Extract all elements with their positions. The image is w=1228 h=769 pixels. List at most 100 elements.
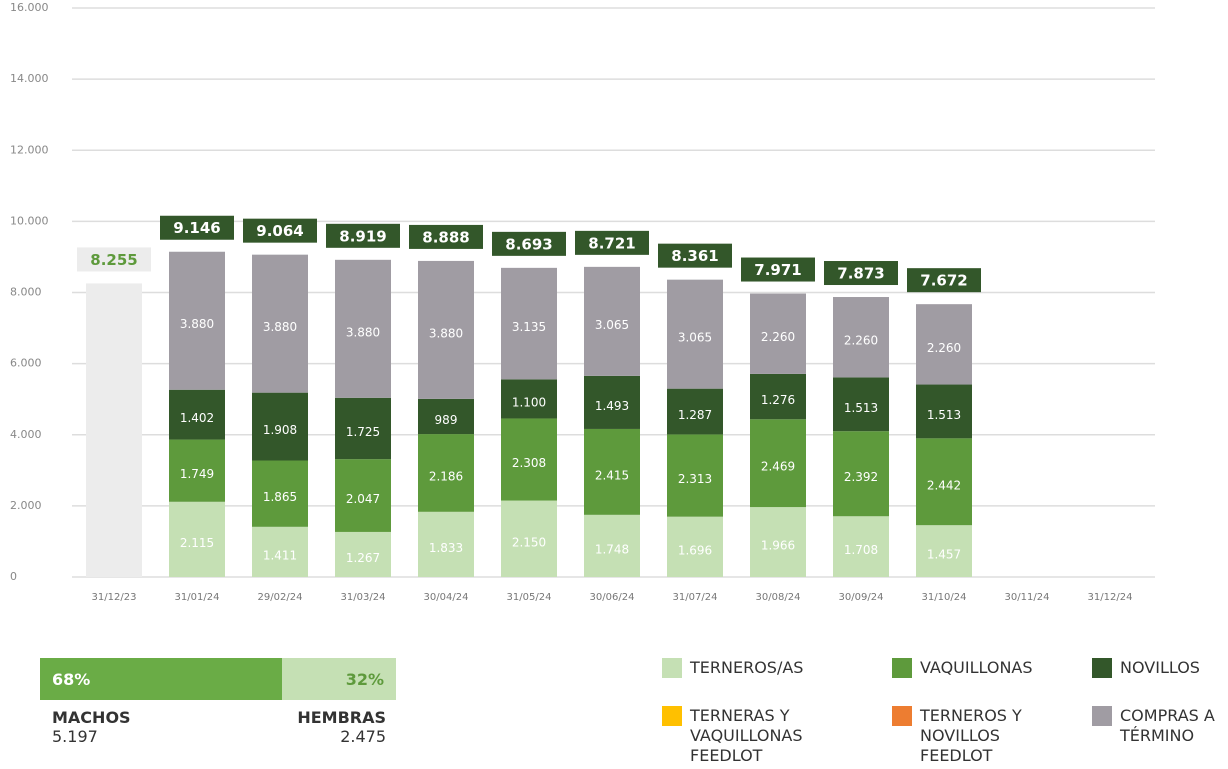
total-label: 8.919 (339, 227, 386, 245)
legend-swatch (892, 658, 912, 678)
bar-segment (501, 267, 557, 380)
label: HEMBRAS (297, 708, 386, 727)
segment-label: 1.287 (678, 408, 712, 422)
segment-label: 3.135 (512, 320, 546, 334)
bar-segment (252, 460, 308, 527)
percent-label: 32% (345, 669, 384, 689)
legend-label: TERNEROS Y NOVILLOS FEEDLOT (920, 706, 1022, 765)
percent-segment: 32% (282, 658, 396, 700)
total-label: 8.721 (588, 234, 635, 252)
bar-segment (169, 251, 225, 390)
chart: 0 2.000 4.000 6.000 8.000 10.000 12.000 14.000 1… (10, 1, 1155, 603)
count: 5.197 (52, 727, 98, 746)
x-tick-label: 30/08/24 (756, 592, 801, 603)
count: 2.475 (340, 727, 386, 746)
bar-segment (833, 516, 889, 577)
total-box (409, 224, 483, 249)
percent-label: 68% (52, 669, 91, 689)
segment-label: 1.457 (927, 548, 961, 562)
legend-item: VAQUILLONAS (892, 658, 1040, 678)
bar-segment (335, 397, 391, 460)
total-label: 8.255 (90, 251, 137, 269)
total-label: 7.873 (837, 265, 884, 283)
bar-segment (252, 392, 308, 461)
bar-segment (584, 375, 640, 429)
sex-summary: 68% 32% MACHOS 5.197 HEMBRAS 2.475 (40, 658, 396, 746)
x-tick-label: 30/04/24 (424, 592, 469, 603)
x-tick-label: 30/09/24 (839, 592, 884, 603)
bar-segment (916, 525, 972, 577)
x-tick-label: 30/06/24 (590, 592, 635, 603)
segment-label: 2.313 (678, 472, 712, 486)
legend-label: TERNEROS/AS (690, 658, 804, 677)
y-tick-label: 10.000 (10, 214, 49, 227)
segment-label: 1.513 (844, 401, 878, 415)
legend-swatch (1092, 706, 1112, 726)
total-box (575, 230, 649, 255)
total-box (492, 231, 566, 256)
segment-label: 1.908 (263, 423, 297, 437)
percent-bar: 68% 32% (40, 658, 396, 700)
segment-label: 2.150 (512, 535, 546, 549)
segment-label: 2.260 (927, 341, 961, 355)
segment-label: 2.047 (346, 492, 380, 506)
segment-label: 1.865 (263, 490, 297, 504)
segment-label: 1.708 (844, 543, 878, 557)
y-tick-label: 6.000 (10, 357, 42, 370)
x-tick-label: 31/07/24 (673, 592, 718, 603)
legend-item: TERNEROS/AS (662, 658, 830, 678)
total-label: 9.064 (256, 222, 303, 240)
x-tick-label: 29/02/24 (258, 592, 303, 603)
segment-label: 3.065 (678, 331, 712, 345)
x-tick-label: 31/01/24 (175, 592, 220, 603)
x-tick-label: 31/12/24 (1088, 592, 1133, 603)
segment-label: 2.308 (512, 456, 546, 470)
bar-segment (750, 419, 806, 508)
bar-segment (584, 514, 640, 577)
y-tick-label: 8.000 (10, 286, 42, 299)
bar-segment (418, 260, 474, 399)
y-tick-label: 12.000 (10, 143, 49, 156)
x-tick-label: 30/11/24 (1005, 592, 1050, 603)
percent-segment: 68% (40, 658, 283, 700)
bar-segment (169, 439, 225, 502)
x-tick-label: 31/05/24 (507, 592, 552, 603)
total-box (658, 243, 732, 268)
segment-label: 1.833 (429, 541, 463, 555)
legend-item: TERNEROS Y NOVILLOS FEEDLOT (892, 706, 1040, 766)
segment-label: 2.469 (761, 460, 795, 474)
bar-segment (335, 259, 391, 398)
legend-swatch (662, 706, 682, 726)
legend-item: TERNERAS Y VAQUILLONAS FEEDLOT (662, 706, 830, 766)
bar-segment (750, 373, 806, 420)
bar-segment (501, 379, 557, 419)
segment-label: 2.115 (180, 536, 214, 550)
segment-label: 1.100 (512, 395, 546, 409)
total-box (326, 223, 400, 248)
segment-label: 2.186 (429, 469, 463, 483)
segment-label: 1.748 (595, 542, 629, 556)
bar-segment (584, 266, 640, 376)
segment-label: 3.880 (429, 326, 463, 340)
segment-label: 3.065 (595, 318, 629, 332)
y-tick-label: 4.000 (10, 428, 42, 441)
segment-label: 3.880 (346, 325, 380, 339)
segment-label: 1.696 (678, 543, 712, 557)
segment-label: 2.260 (844, 334, 878, 348)
legend-label: COMPRAS A TÉRMINO (1120, 706, 1215, 745)
bar-segment (584, 428, 640, 515)
label: MACHOS (52, 708, 131, 727)
total-box (160, 215, 234, 240)
segment-label: 1.749 (180, 467, 214, 481)
x-tick-label: 31/12/23 (92, 592, 137, 603)
x-tick-label: 31/10/24 (922, 592, 967, 603)
total-box (243, 218, 317, 243)
bar-segment (916, 384, 972, 439)
y-tick-label: 14.000 (10, 72, 49, 85)
total-label: 8.361 (671, 247, 718, 265)
y-tick-label: 16.000 (10, 1, 49, 14)
bar-segment (667, 388, 723, 435)
bar-segment (335, 459, 391, 532)
bar-segment (833, 297, 889, 378)
